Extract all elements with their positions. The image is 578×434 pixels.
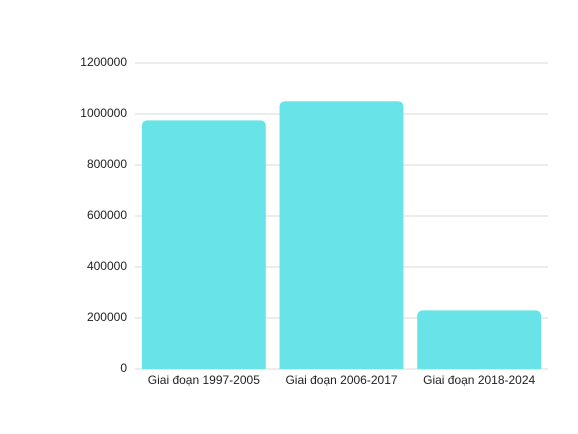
bar [417, 310, 542, 369]
y-tick-label: 800000 [87, 157, 127, 171]
bar [141, 120, 266, 369]
x-tick-label: Giai đoạn 1997-2005 [148, 373, 260, 387]
bar [279, 101, 404, 369]
y-tick-label: 0 [120, 361, 127, 375]
y-tick-label: 200000 [87, 310, 127, 324]
y-tick-label: 400000 [87, 259, 127, 273]
y-tick-label: 1200000 [80, 55, 127, 69]
y-tick-label: 1000000 [80, 106, 127, 120]
y-tick-label: 600000 [87, 208, 127, 222]
x-tick-label: Giai đoạn 2018-2024 [423, 373, 535, 387]
x-tick-label: Giai đoạn 2006-2017 [285, 373, 397, 387]
